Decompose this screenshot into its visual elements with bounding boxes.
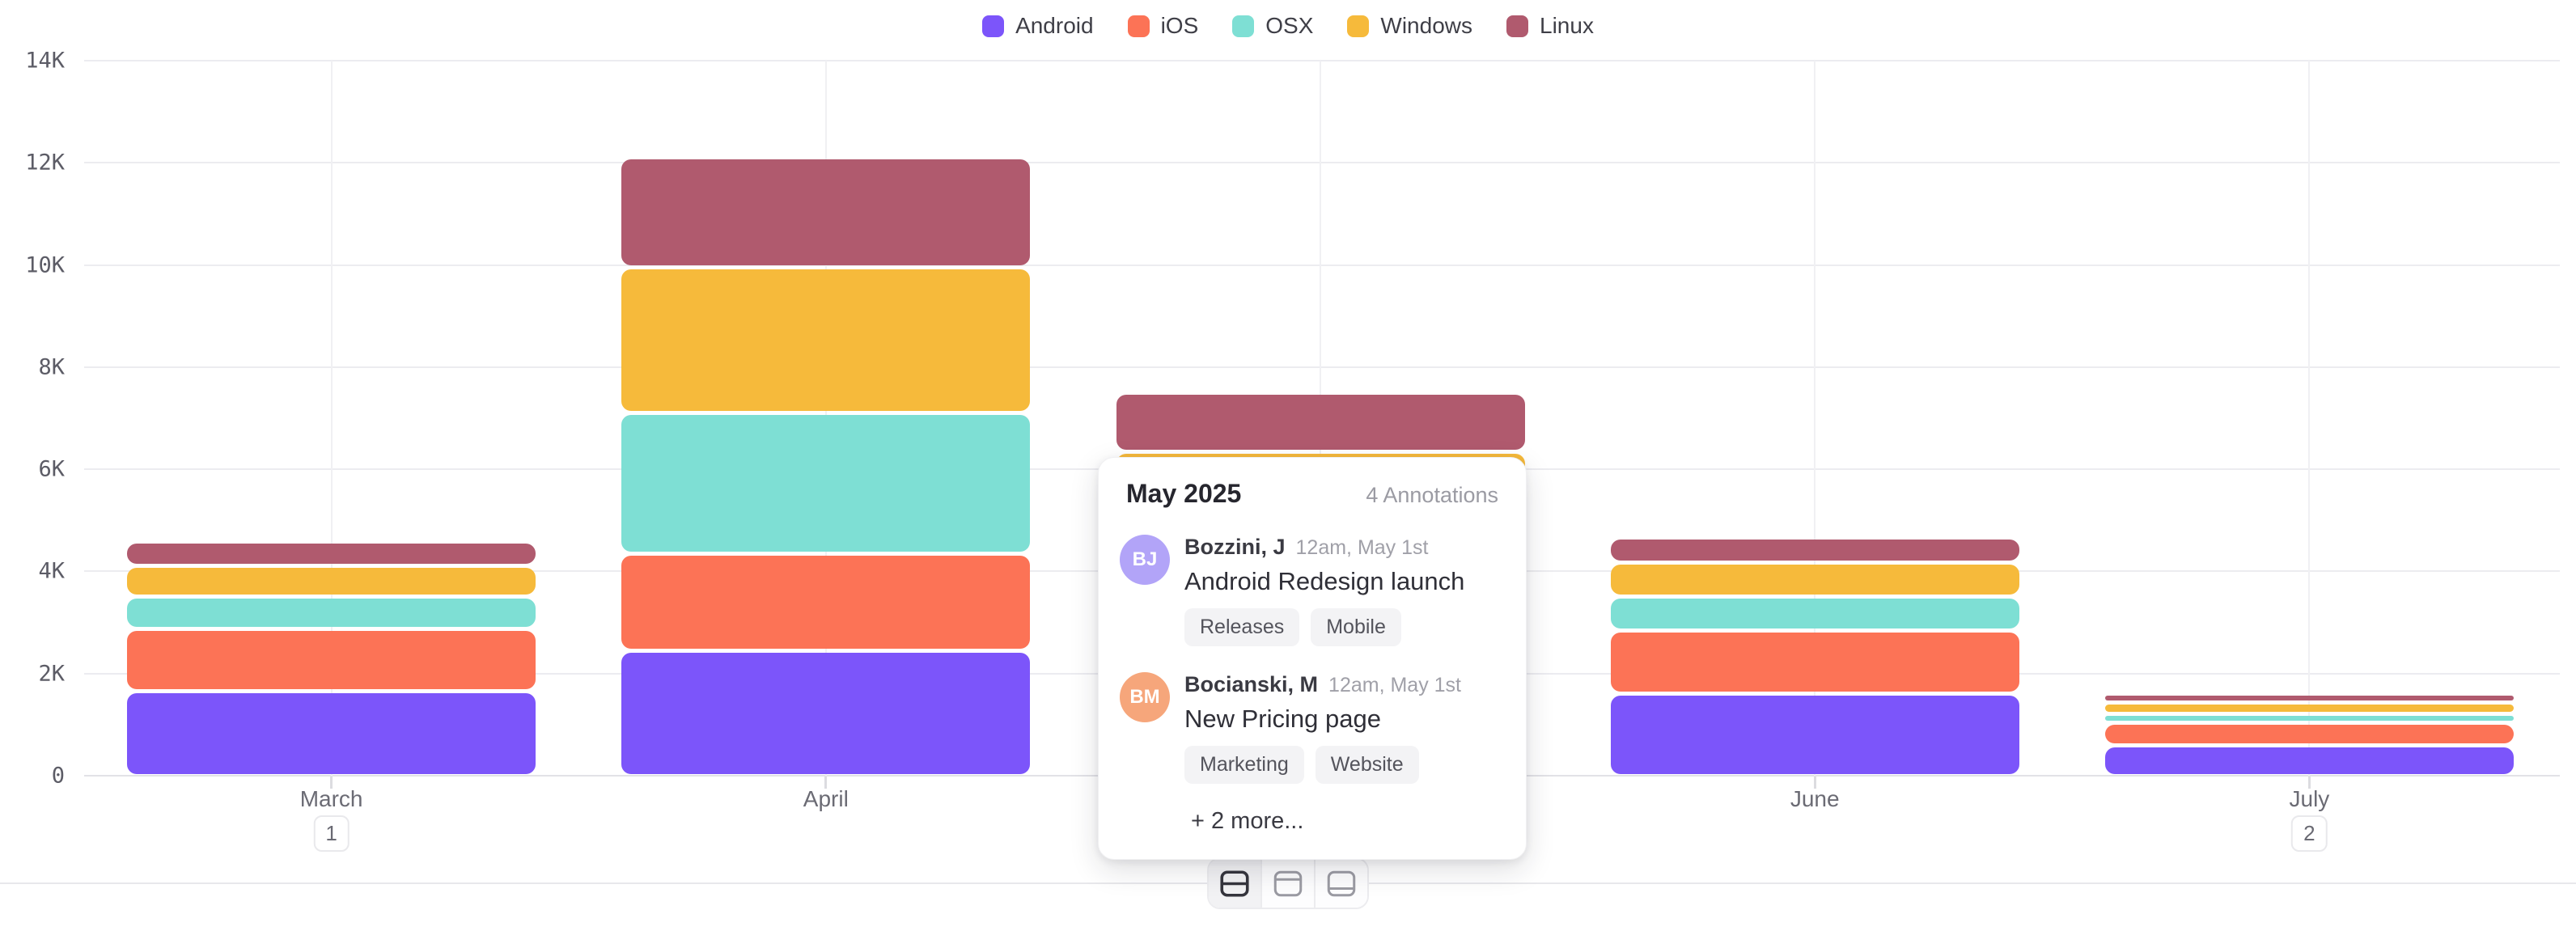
gridline-x-july bbox=[2308, 61, 2311, 776]
annotation-badge-july[interactable]: 2 bbox=[2291, 815, 2328, 852]
tooltip-title: May 2025 bbox=[1126, 479, 1242, 508]
legend-item-windows[interactable]: Windows bbox=[1347, 13, 1472, 39]
bar-segment-april-windows[interactable] bbox=[621, 269, 1031, 412]
y-axis-label: 4K bbox=[38, 558, 65, 584]
y-axis-label: 14K bbox=[25, 48, 65, 74]
bar-april bbox=[621, 61, 1031, 776]
legend-item-label: iOS bbox=[1160, 13, 1199, 38]
annotation-entry-body: Bocianski, M 12am, May 1st New Pricing pag… bbox=[1184, 672, 1498, 784]
gridline-x-june bbox=[1814, 61, 1816, 776]
y-axis-label: 12K bbox=[25, 150, 65, 176]
annotation-title: New Pricing page bbox=[1184, 705, 1381, 733]
y-axis-label: 6K bbox=[38, 456, 65, 482]
annotation-entry: BJ Bozzini, J 12am, May 1st Android Redesig… bbox=[1120, 535, 1498, 646]
layout-split-middle-button[interactable] bbox=[1209, 859, 1260, 908]
tooltip-annotation-count: 4 Annotations bbox=[1366, 483, 1498, 507]
tag-chip-marketing: Marketing bbox=[1184, 746, 1304, 784]
legend-item-label: Windows bbox=[1380, 13, 1472, 38]
tag-chip-website: Website bbox=[1315, 746, 1419, 784]
y-axis-label: 10K bbox=[25, 252, 65, 278]
bar-segment-april-linux[interactable] bbox=[621, 159, 1031, 266]
bar-segment-june-windows[interactable] bbox=[1610, 565, 2019, 595]
annotation-author: Bozzini, J bbox=[1184, 535, 1286, 559]
bar-segment-march-windows[interactable] bbox=[127, 568, 536, 595]
bar-segment-july-ios[interactable] bbox=[2104, 725, 2514, 743]
y-axis-label: 0 bbox=[51, 763, 65, 789]
avatar: BM bbox=[1120, 672, 1170, 722]
annotation-entry-meta: Bocianski, M 12am, May 1st bbox=[1184, 672, 1498, 697]
bar-july bbox=[2104, 61, 2514, 776]
legend-swatch-icon bbox=[1347, 15, 1370, 37]
bar-segment-april-osx[interactable] bbox=[621, 415, 1031, 552]
annotation-badge-march[interactable]: 1 bbox=[313, 815, 350, 852]
annotation-entry: BM Bocianski, M 12am, May 1st New Pricing p… bbox=[1120, 672, 1498, 784]
tag-chip-mobile: Mobile bbox=[1311, 608, 1401, 646]
legend-swatch-icon bbox=[1506, 15, 1528, 37]
gridline-y-14K bbox=[84, 60, 2560, 61]
layout-switcher bbox=[1207, 857, 1369, 909]
legend-item-android[interactable]: Android bbox=[982, 13, 1094, 39]
bar-segment-april-ios[interactable] bbox=[621, 555, 1031, 649]
bar-segment-july-linux[interactable] bbox=[2104, 696, 2514, 700]
bar-march bbox=[127, 61, 536, 776]
bar-segment-june-osx[interactable] bbox=[1610, 598, 2019, 628]
annotation-entry-body: Bozzini, J 12am, May 1st Android Redesign … bbox=[1184, 535, 1498, 646]
gridline-y-8K bbox=[84, 366, 2560, 368]
layout-header-top-icon bbox=[1273, 870, 1303, 896]
bar-segment-june-linux[interactable] bbox=[1610, 539, 2019, 561]
bar-segment-march-android[interactable] bbox=[127, 693, 536, 774]
x-axis-label-july: July bbox=[2289, 786, 2330, 811]
annotation-time: 12am, May 1st bbox=[1328, 674, 1461, 696]
x-axis-label-march: March bbox=[299, 786, 363, 811]
layout-footer-bottom-button[interactable] bbox=[1314, 859, 1367, 908]
bar-segment-june-ios[interactable] bbox=[1610, 632, 2019, 692]
x-axis-label-april: April bbox=[803, 786, 849, 811]
bar-segment-may-linux[interactable] bbox=[1116, 394, 1525, 450]
legend-item-linux[interactable]: Linux bbox=[1506, 13, 1594, 39]
gridline-x-march bbox=[330, 61, 333, 776]
annotation-author: Bocianski, M bbox=[1184, 672, 1319, 696]
legend-swatch-icon bbox=[1127, 15, 1150, 37]
legend: Android iOS OSX Windows Linux bbox=[0, 13, 2576, 39]
y-axis-label: 8K bbox=[38, 354, 65, 380]
annotation-time: 12am, May 1st bbox=[1295, 536, 1429, 559]
x-axis-tick bbox=[2307, 777, 2311, 789]
tag-chip-releases: Releases bbox=[1184, 608, 1300, 646]
more-annotations-link[interactable]: + 2 more... bbox=[1191, 808, 1304, 834]
legend-item-label: Linux bbox=[1540, 13, 1594, 38]
bar-segment-june-android[interactable] bbox=[1610, 696, 2019, 774]
legend-item-label: Android bbox=[1015, 13, 1094, 38]
bar-segment-march-osx[interactable] bbox=[127, 598, 536, 628]
bar-segment-april-android[interactable] bbox=[621, 652, 1031, 774]
legend-swatch-icon bbox=[1232, 15, 1255, 37]
bar-segment-march-linux[interactable] bbox=[127, 543, 536, 564]
annotation-entry-meta: Bozzini, J 12am, May 1st bbox=[1184, 535, 1498, 560]
y-axis-label: 2K bbox=[38, 661, 65, 687]
annotation-tooltip: May 2025 4 Annotations BJ Bozzini, J 12am,… bbox=[1098, 457, 1527, 860]
bar-june bbox=[1610, 61, 2019, 776]
layout-footer-bottom-icon bbox=[1327, 870, 1356, 896]
gridline-y-10K bbox=[84, 264, 2560, 266]
tooltip-header: May 2025 4 Annotations bbox=[1120, 479, 1498, 509]
avatar: BJ bbox=[1120, 535, 1170, 585]
bar-segment-march-ios[interactable] bbox=[127, 631, 536, 690]
bar-segment-july-windows[interactable] bbox=[2104, 704, 2514, 713]
legend-item-osx[interactable]: OSX bbox=[1232, 13, 1313, 39]
annotation-tags: Releases Mobile bbox=[1184, 608, 1498, 646]
legend-item-ios[interactable]: iOS bbox=[1127, 13, 1199, 39]
legend-item-label: OSX bbox=[1265, 13, 1314, 38]
x-axis-tick bbox=[824, 777, 828, 789]
layout-split-middle-icon bbox=[1220, 870, 1249, 897]
x-axis-tick bbox=[330, 777, 333, 789]
layout-header-top-button[interactable] bbox=[1260, 859, 1314, 908]
legend-swatch-icon bbox=[982, 15, 1005, 37]
x-axis-label-june: June bbox=[1790, 786, 1840, 811]
bar-segment-july-osx[interactable] bbox=[2104, 716, 2514, 722]
gridline-y-12K bbox=[84, 162, 2560, 164]
x-axis-tick bbox=[1813, 777, 1816, 789]
annotation-title: Android Redesign launch bbox=[1184, 567, 1465, 595]
bar-segment-july-android[interactable] bbox=[2104, 747, 2514, 774]
tooltip-entries: BJ Bozzini, J 12am, May 1st Android Redesig… bbox=[1120, 535, 1498, 784]
annotation-tags: Marketing Website bbox=[1184, 746, 1498, 784]
